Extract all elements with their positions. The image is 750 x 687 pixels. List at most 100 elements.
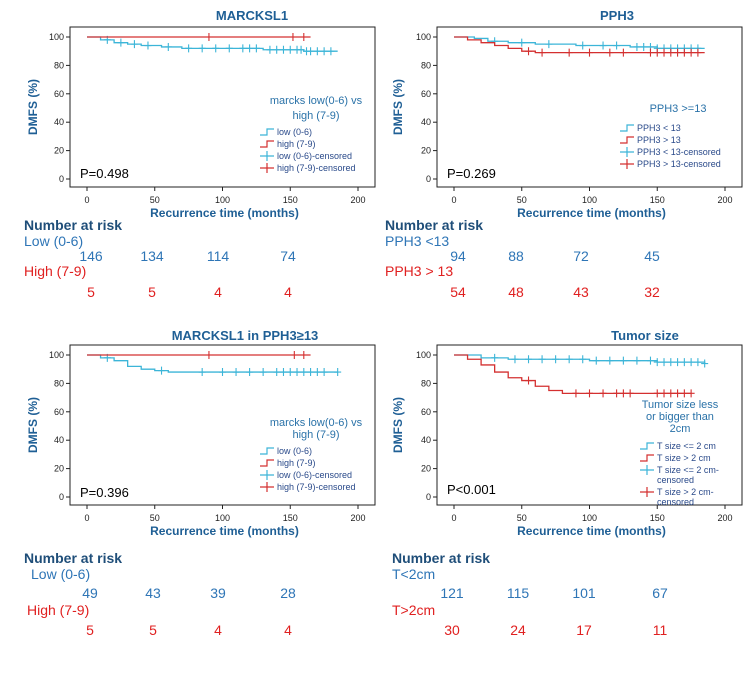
legend-censor-swatch: [620, 159, 634, 169]
risk-count: 4: [284, 622, 292, 638]
risk-count: 43: [573, 284, 589, 300]
censor-mark: [246, 44, 254, 53]
risk-count: 28: [280, 585, 296, 601]
p-value: P=0.269: [447, 166, 496, 181]
censor-mark: [613, 41, 621, 50]
p-value: P=0.396: [80, 485, 129, 500]
censor-mark: [144, 41, 152, 50]
censor-mark: [246, 368, 254, 377]
censor-mark: [674, 358, 682, 367]
legend-label: T size > 2 cm: [657, 453, 711, 463]
censor-mark: [674, 48, 682, 57]
legend-line-swatch: [260, 128, 274, 136]
risk-count: 115: [507, 585, 530, 601]
censor-mark: [297, 45, 305, 54]
risk-count: 39: [210, 585, 226, 601]
y-tick-label: 100: [416, 350, 431, 360]
censor-mark: [279, 45, 287, 54]
y-tick-label: 40: [421, 117, 431, 127]
censor-mark: [185, 44, 193, 53]
legend-label: high (7-9)-censored: [277, 482, 356, 492]
legend-censor-swatch: [260, 482, 274, 492]
risk-count: 32: [644, 284, 660, 300]
risk-count: 17: [576, 622, 592, 638]
risk-count: 72: [573, 248, 589, 264]
risk-count: 4: [284, 284, 292, 300]
censor-mark: [680, 48, 688, 57]
risk-group-label: PPH3 <13: [385, 233, 449, 249]
y-tick-label: 0: [59, 174, 64, 184]
censor-mark: [117, 38, 125, 47]
censor-mark: [239, 44, 247, 53]
risk-table-header: Number at risk: [24, 217, 122, 233]
censor-mark: [205, 33, 213, 41]
x-tick-label: 200: [350, 513, 365, 523]
risk-count: 4: [214, 622, 222, 638]
y-axis-label: DMFS (%): [26, 397, 40, 453]
legend-line-swatch: [260, 140, 274, 148]
x-axis-label: Recurrence time (months): [517, 524, 666, 538]
y-tick-label: 100: [416, 32, 431, 42]
risk-count: 54: [450, 284, 466, 300]
legend-title: marcks low(0-6) vs high (7-9): [270, 417, 363, 441]
censor-mark: [286, 368, 294, 377]
censor-mark: [232, 368, 240, 377]
legend-title: PPH3 >=13: [650, 103, 707, 115]
censor-mark: [300, 368, 308, 377]
risk-count: 146: [79, 248, 103, 264]
risk-count: 134: [140, 248, 164, 264]
legend-censor-swatch: [260, 163, 274, 173]
chart-title: MARCKSL1 in PPH3≥13: [172, 328, 319, 343]
risk-count: 5: [86, 622, 94, 638]
censor-mark: [198, 368, 206, 377]
censor-mark: [290, 351, 298, 359]
legend-censor-swatch: [620, 147, 634, 157]
risk-table-header: Number at risk: [385, 217, 483, 233]
risk-group-label: PPH3 > 13: [385, 263, 453, 279]
legend-label: T size <= 2 cm-censored: [657, 465, 719, 485]
censor-mark: [660, 389, 668, 398]
x-axis-label: Recurrence time (months): [150, 524, 299, 538]
risk-count: 5: [87, 284, 95, 300]
risk-count: 49: [82, 585, 98, 601]
legend-label: PPH3 < 13-censored: [637, 147, 721, 157]
censor-mark: [313, 47, 321, 56]
x-tick-label: 150: [650, 195, 665, 205]
legend-label: high (7-9)-censored: [277, 163, 356, 173]
censor-mark: [687, 48, 695, 57]
y-axis-label: DMFS (%): [391, 397, 405, 453]
y-tick-label: 20: [421, 464, 431, 474]
y-tick-label: 100: [49, 350, 64, 360]
censor-mark: [300, 351, 308, 359]
censor-mark: [653, 389, 661, 398]
risk-count: 24: [510, 622, 526, 638]
km-curve-group2: [454, 36, 705, 54]
y-tick-label: 0: [59, 492, 64, 502]
censor-mark: [158, 366, 166, 375]
censor-mark: [130, 40, 138, 49]
risk-count: 114: [207, 248, 230, 264]
risk-count: 74: [280, 248, 296, 264]
y-tick-label: 80: [54, 378, 64, 388]
km-curve-group2: [454, 354, 692, 394]
censor-mark: [552, 355, 560, 364]
risk-group-label: High (7-9): [24, 263, 86, 279]
legend-label: low (0-6)-censored: [277, 151, 352, 161]
censor-mark: [619, 48, 627, 57]
censor-mark: [667, 389, 675, 398]
p-value: P<0.001: [447, 482, 496, 497]
censor-mark: [511, 355, 519, 364]
legend-title-line: Tumor size less: [642, 399, 719, 411]
censor-mark: [198, 44, 206, 53]
censor-mark: [633, 356, 641, 365]
risk-count: 5: [149, 622, 157, 638]
censor-mark: [599, 389, 607, 398]
km-curve-group1: [87, 36, 338, 52]
legend-label: T size <= 2 cm: [657, 441, 716, 451]
legend-label: low (0-6): [277, 446, 312, 456]
y-tick-label: 80: [421, 60, 431, 70]
censor-mark: [518, 38, 526, 47]
censor-mark: [266, 45, 274, 54]
legend-censor-swatch: [260, 470, 274, 480]
